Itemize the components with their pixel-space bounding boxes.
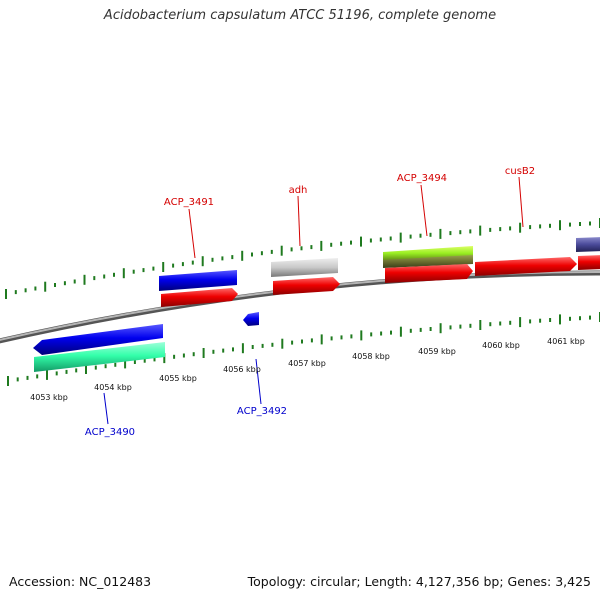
scale-label: 4061 kbp — [547, 337, 585, 346]
accession-text: Accession: NC_012483 — [9, 574, 152, 589]
scale-label: 4055 kbp — [159, 374, 197, 383]
leader-acp-3491 — [188, 208, 196, 259]
label-acp-3494[interactable]: ACP_3494 — [397, 173, 447, 184]
leader-cusb2 — [518, 176, 524, 228]
gene-acp-3491-upper[interactable] — [159, 270, 237, 291]
leader-acp-3494 — [420, 184, 428, 237]
scale-label: 4059 kbp — [418, 347, 456, 356]
gene-acp-3494-middle[interactable] — [383, 255, 473, 268]
label-acp-3490[interactable]: ACP_3490 — [85, 427, 135, 438]
leader-acp-3492 — [255, 358, 262, 405]
gene-cusb2[interactable] — [475, 257, 577, 276]
genome-title: Acidobacterium capsulatum ATCC 51196, co… — [103, 8, 497, 23]
scale-label: 4053 kbp — [30, 393, 68, 402]
gene-acp-3490-reverse-lower[interactable] — [34, 342, 165, 372]
scale-label: 4060 kbp — [482, 341, 520, 350]
label-adh[interactable]: adh — [289, 185, 308, 196]
scale-label: 4056 kbp — [223, 365, 261, 374]
gene-acp-3491-lower[interactable] — [161, 288, 238, 307]
scale-label: 4058 kbp — [352, 352, 390, 361]
label-acp-3491[interactable]: ACP_3491 — [164, 197, 214, 208]
gene-acp-3490-reverse-upper[interactable] — [33, 324, 163, 355]
gene-acp-3492[interactable] — [243, 312, 259, 326]
gene-adh-upper[interactable] — [271, 258, 338, 277]
leader-adh — [297, 195, 301, 247]
gene-acp-3494-lower[interactable] — [385, 264, 473, 283]
gene-next-upper[interactable] — [576, 237, 600, 252]
forward-tick-row — [5, 218, 600, 299]
reverse-tick-row — [7, 312, 600, 386]
label-cusb2[interactable]: cusB2 — [505, 166, 535, 177]
scale-label: 4054 kbp — [94, 383, 132, 392]
leader-acp-3490 — [103, 392, 109, 425]
scale-label: 4057 kbp — [288, 359, 326, 368]
genome-summary-text: Topology: circular; Length: 4,127,356 bp… — [247, 574, 591, 589]
gene-next-lower[interactable] — [578, 255, 600, 270]
label-acp-3492[interactable]: ACP_3492 — [237, 406, 287, 417]
gene-adh-lower[interactable] — [273, 277, 340, 295]
